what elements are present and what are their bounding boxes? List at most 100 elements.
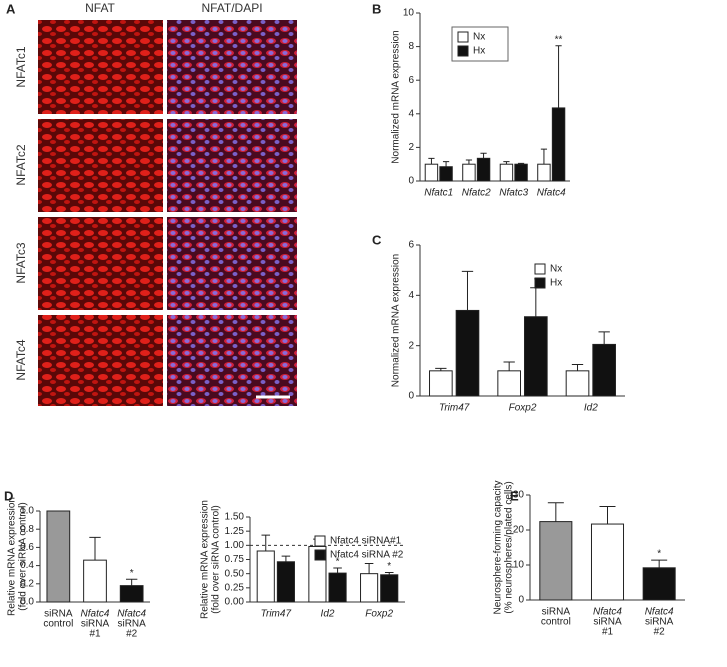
error-bar	[442, 161, 450, 167]
bar	[360, 573, 379, 603]
significance-mark: *	[336, 557, 340, 568]
row-label: NFATc2	[14, 144, 28, 185]
x-tick-label: Id2	[321, 609, 335, 620]
micrograph	[167, 119, 297, 212]
y-tick-label: 8	[408, 41, 414, 52]
bar	[590, 523, 625, 601]
bar	[46, 510, 71, 603]
error-bar	[125, 578, 138, 586]
significance-mark: **	[555, 34, 563, 45]
legend-swatch	[314, 549, 326, 561]
legend-label: Hx	[550, 278, 562, 289]
bar	[328, 572, 347, 603]
micrograph	[167, 217, 297, 310]
bar	[523, 316, 548, 397]
y-tick-label: 0.50	[225, 568, 245, 579]
y-tick-label: 2	[408, 340, 414, 351]
error-bar	[540, 148, 548, 165]
bar	[83, 559, 107, 603]
legend-swatch	[534, 277, 546, 289]
x-tick-label: Trim47	[439, 403, 470, 414]
y-tick-label: 0.25	[225, 582, 245, 593]
bar	[565, 370, 590, 397]
legend-swatch	[314, 535, 326, 547]
x-tick-label: Nfatc3	[499, 188, 528, 199]
legend-label: Nx	[473, 32, 485, 43]
x-tick-label: control	[43, 619, 73, 630]
y-tick-label: 0.8	[20, 524, 34, 535]
legend-box	[451, 26, 509, 62]
y-tick-label: 10	[403, 8, 415, 19]
y-axis-label: Relative mRNA expression	[200, 500, 211, 619]
bar	[424, 163, 439, 182]
y-axis-label: (% neurospheres/plated cells)	[504, 481, 515, 613]
y-tick-label: 1.00	[225, 540, 245, 551]
row-label: NFATc1	[14, 46, 28, 87]
error-bar	[384, 572, 394, 575]
x-tick-label: Id2	[584, 403, 598, 414]
micrograph	[38, 119, 163, 212]
x-tick-label: Foxp2	[365, 609, 393, 620]
error-bar	[333, 567, 342, 574]
bar	[537, 163, 551, 182]
legend-label: Nx	[550, 264, 562, 275]
y-tick-label: 1.50	[225, 512, 245, 523]
bar	[642, 567, 676, 601]
y-tick-label: 0.4	[20, 560, 34, 571]
x-tick-label: Nfatc4	[593, 607, 622, 618]
error-bar	[428, 157, 435, 165]
panel-label: A	[6, 1, 16, 16]
micrograph	[167, 20, 297, 114]
x-tick-label: #2	[654, 627, 666, 638]
x-tick-label: Nfatc2	[462, 188, 491, 199]
y-tick-label: 0	[408, 391, 414, 402]
error-bar	[261, 534, 271, 551]
y-tick-label: 0.00	[225, 597, 245, 608]
x-tick-label: siRNA	[645, 617, 674, 628]
error-bar	[555, 45, 562, 108]
bar	[380, 574, 399, 603]
y-tick-label: 0.75	[225, 554, 245, 565]
bar	[429, 370, 453, 397]
bar	[539, 521, 573, 601]
error-bar	[547, 502, 564, 522]
panel-label: C	[372, 232, 382, 247]
significance-mark: *	[657, 549, 661, 560]
x-tick-label: control	[541, 617, 571, 628]
bar	[592, 343, 616, 397]
x-tick-label: Trim47	[261, 609, 292, 620]
panel-label: E	[510, 488, 519, 503]
y-tick-label: 2	[408, 142, 414, 153]
error-bar	[651, 559, 668, 568]
y-tick-label: 4	[408, 108, 414, 119]
x-tick-label: Foxp2	[509, 403, 537, 414]
error-bar	[480, 152, 487, 159]
error-bar	[461, 270, 474, 311]
y-tick-label: 10	[513, 560, 525, 571]
bar	[514, 163, 528, 182]
significance-mark: *	[387, 561, 391, 572]
error-bar	[598, 331, 610, 345]
bar	[455, 309, 480, 397]
error-bar	[503, 161, 510, 165]
error-bar	[435, 367, 447, 371]
bar	[499, 163, 514, 182]
x-tick-label: siRNA	[593, 617, 622, 628]
x-tick-label: Nfatc4	[81, 609, 110, 620]
x-tick-label: siRNA	[542, 607, 571, 618]
column-header: NFAT/DAPI	[201, 1, 262, 15]
error-bar	[89, 536, 101, 561]
bar	[276, 561, 295, 603]
bar	[462, 163, 476, 182]
legend-label: Nfatc4 siRNA#1	[330, 536, 402, 547]
legend-label: Nfatc4 siRNA #2	[330, 550, 404, 561]
x-tick-label: Nfatc4	[645, 607, 674, 618]
row-label: NFATc4	[14, 339, 28, 380]
y-tick-label: 0	[518, 595, 524, 606]
significance-mark: *	[130, 568, 134, 579]
x-tick-label: #2	[126, 629, 138, 640]
micrograph	[167, 315, 297, 406]
y-axis-label: (fold over siRNA control)	[211, 505, 222, 613]
